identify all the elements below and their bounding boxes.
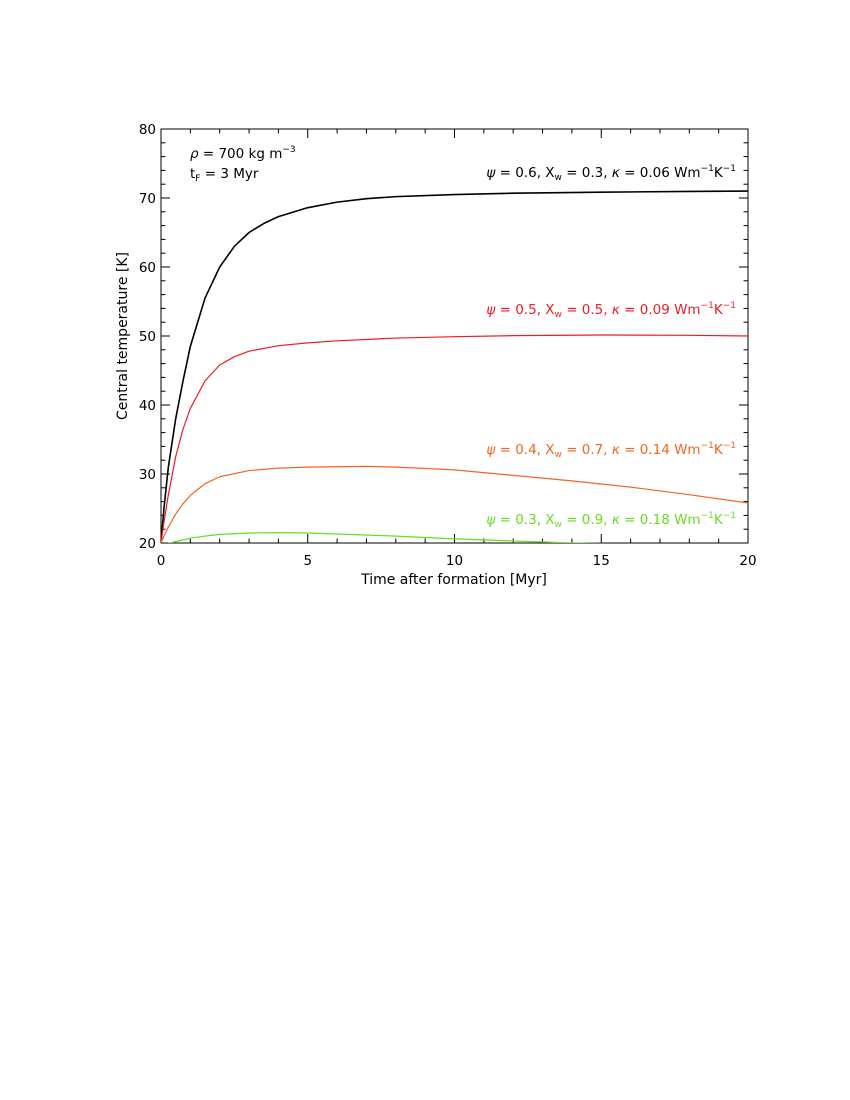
y-tick-label: 30	[139, 467, 156, 483]
x-tick-label: 15	[593, 553, 610, 569]
series-line-1	[161, 190, 748, 543]
series-label-3: ψ = 0.4, Xw = 0.7, κ = 0.14 Wm−1K−1	[486, 441, 736, 460]
series-label-part: −1	[701, 441, 714, 451]
annotation-rho: ρ = 700 kg m−3	[190, 145, 296, 162]
series-label-part: K	[714, 442, 724, 458]
series-line-4	[167, 532, 607, 543]
tick-labels: 0 5 10 15 20 20 30 40 50 60 70 80	[139, 122, 757, 569]
series-label-part: w	[555, 310, 562, 320]
series-label-part: w	[555, 520, 562, 530]
y-tick-label: 50	[139, 329, 156, 345]
series-label-part: = 0.6, X	[495, 165, 554, 181]
series-label-part: κ	[612, 165, 620, 181]
series-label-part: = 0.09 Wm	[620, 302, 701, 318]
y-tick-label: 40	[139, 398, 156, 414]
tf-base: t	[190, 166, 195, 182]
series-label-part: = 0.5,	[562, 302, 612, 318]
series-label-part: = 0.3, X	[495, 512, 554, 528]
series-label-2: ψ = 0.5, Xw = 0.5, κ = 0.09 Wm−1K−1	[486, 301, 736, 320]
y-axis-label: Central temperature [K]	[115, 252, 131, 420]
series-label-part: −1	[701, 301, 714, 311]
series-label-part: −1	[723, 164, 736, 174]
series-labels: ψ = 0.6, Xw = 0.3, κ = 0.06 Wm−1K−1ψ = 0…	[486, 164, 736, 530]
series-label-part: −1	[701, 511, 714, 521]
series-label-part: = 0.14 Wm	[620, 442, 701, 458]
series-label-part: = 0.4, X	[495, 442, 554, 458]
series-label-part: = 0.7,	[562, 442, 612, 458]
x-tick-label: 0	[157, 553, 166, 569]
series-label-part: ψ	[486, 165, 496, 181]
series-label-part: K	[714, 512, 724, 528]
series-label-part: ψ	[486, 512, 496, 528]
series-label-part: K	[714, 302, 724, 318]
rho-sup: −3	[282, 145, 295, 155]
annotation-tf: tF = 3 Myr	[190, 166, 259, 184]
y-tick-label: 60	[139, 260, 156, 276]
series-label-part: = 0.9,	[562, 512, 612, 528]
series-label-part: = 0.18 Wm	[620, 512, 701, 528]
y-tick-label: 20	[139, 536, 156, 552]
series-label-part: κ	[612, 512, 620, 528]
tf-text: = 3 Myr	[200, 166, 258, 182]
series-lines	[161, 190, 748, 543]
y-tick-label: 70	[139, 191, 156, 207]
series-label-part: κ	[612, 442, 620, 458]
x-axis-label: Time after formation [Myr]	[360, 572, 547, 588]
series-label-part: κ	[612, 302, 620, 318]
series-label-1: ψ = 0.6, Xw = 0.3, κ = 0.06 Wm−1K−1	[486, 164, 736, 183]
series-label-part: w	[555, 450, 562, 460]
x-tick-label: 10	[446, 553, 463, 569]
x-tick-label: 5	[303, 553, 312, 569]
series-label-part: ψ	[486, 442, 496, 458]
series-label-part: K	[714, 165, 724, 181]
series-label-part: w	[555, 173, 562, 183]
y-tick-label: 80	[139, 122, 156, 138]
series-label-part: = 0.3,	[562, 165, 612, 181]
series-label-part: = 0.5, X	[495, 302, 554, 318]
series-label-4: ψ = 0.3, Xw = 0.9, κ = 0.18 Wm−1K−1	[486, 511, 736, 530]
series-label-part: ψ	[486, 302, 496, 318]
series-label-part: −1	[723, 301, 736, 311]
series-label-part: = 0.06 Wm	[620, 165, 701, 181]
tf-sub: F	[195, 174, 200, 184]
x-tick-label: 20	[739, 553, 756, 569]
rho-text: = 700 kg m	[199, 146, 283, 162]
series-label-part: −1	[701, 164, 714, 174]
series-label-part: −1	[723, 511, 736, 521]
series-line-2	[161, 334, 748, 543]
series-label-part: −1	[723, 441, 736, 451]
series-line-3	[161, 465, 748, 543]
rho-symbol: ρ	[190, 146, 199, 162]
